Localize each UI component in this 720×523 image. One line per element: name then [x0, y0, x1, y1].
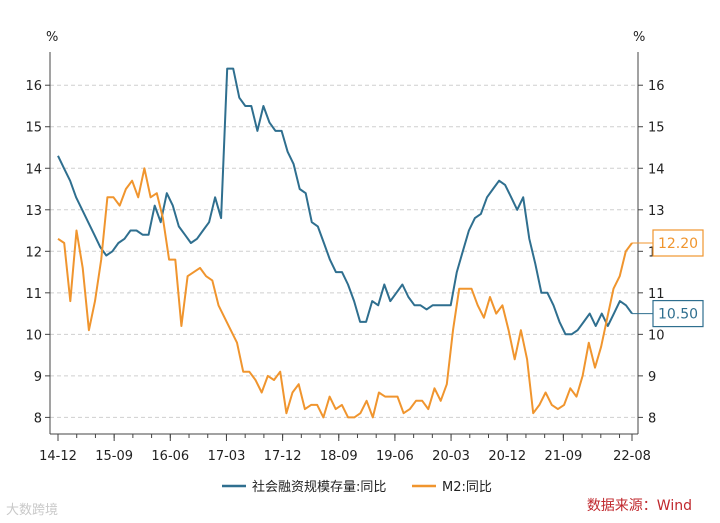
y-unit-right: %: [633, 30, 645, 45]
y-tick-label-left: 9: [34, 370, 42, 385]
y-tick-label-left: 11: [25, 287, 42, 302]
end-label-box: [652, 299, 704, 328]
y-unit-left: %: [46, 30, 58, 45]
y-tick-label-left: 12: [25, 245, 42, 260]
x-tick-labels: 14-12 15-09 16-06 17-03 17-12 18-09 19-06 20-03…: [39, 449, 651, 464]
x-tick-label: 21-09: [544, 449, 582, 464]
axes: [45, 52, 643, 441]
y-tick-label-left: 15: [25, 121, 42, 136]
series-line-1: [57, 167, 633, 419]
legend-label: M2:同比: [442, 480, 492, 495]
y-tick-label-left: 13: [25, 204, 42, 219]
end-label-value: 12.20: [658, 236, 698, 252]
y-tick-label-left: 16: [25, 79, 42, 94]
y-tick-label-right: 13: [648, 204, 665, 219]
y-tick-label-right: 15: [648, 121, 665, 136]
legend-label: 社会融资规模存量:同比: [252, 479, 386, 495]
y-tick-label-left: 14: [25, 162, 42, 177]
end-label-value: 10.50: [658, 307, 698, 323]
end-labels: 10.50 12.20: [632, 229, 704, 328]
y-tick-label-right: 11: [648, 287, 665, 302]
y-tick-labels: 88991010111112121313141415151616: [25, 79, 664, 426]
x-tick-label: 15-09: [95, 449, 133, 464]
y-tick-label-right: 14: [648, 162, 665, 177]
x-tick-label: 17-12: [264, 449, 302, 464]
source-label: 数据来源：Wind: [586, 498, 692, 514]
x-tick-label: 20-12: [488, 449, 526, 464]
x-tick-label: 20-03: [432, 449, 470, 464]
y-tick-label-right: 16: [648, 79, 665, 94]
end-label-box: [652, 229, 704, 257]
y-tick-label-right: 9: [648, 370, 656, 385]
y-tick-label-left: 8: [34, 411, 42, 426]
x-tick-label: 19-06: [376, 449, 414, 464]
y-tick-label-right: 10: [648, 328, 665, 343]
watermark: 大数跨境: [6, 503, 59, 518]
series-line-0: [57, 67, 633, 336]
legend: 社会融资规模存量:同比 M2:同比: [222, 479, 492, 495]
x-tick-label: 17-03: [208, 449, 246, 464]
series-lines: [57, 67, 633, 419]
x-tick-label: 14-12: [39, 449, 77, 464]
y-tick-label-left: 10: [25, 328, 42, 343]
x-tick-label: 18-09: [320, 449, 358, 464]
y-tick-label-right: 8: [648, 411, 656, 426]
gridlines: [50, 84, 638, 418]
x-tick-label: 16-06: [151, 449, 189, 464]
x-tick-label: 22-08: [613, 449, 651, 464]
